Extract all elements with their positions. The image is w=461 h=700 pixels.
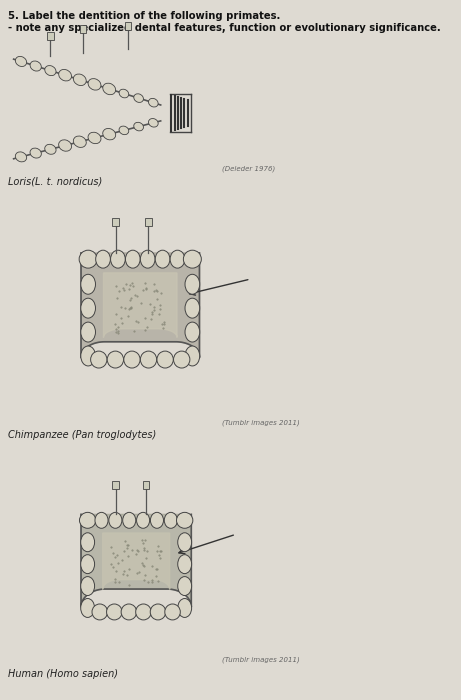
Ellipse shape: [88, 132, 101, 144]
FancyBboxPatch shape: [112, 218, 119, 226]
Ellipse shape: [88, 78, 101, 90]
Polygon shape: [81, 514, 191, 607]
Ellipse shape: [73, 136, 86, 148]
Ellipse shape: [106, 604, 122, 620]
Ellipse shape: [79, 512, 96, 528]
Polygon shape: [103, 533, 170, 589]
Ellipse shape: [92, 604, 107, 620]
Ellipse shape: [81, 598, 95, 617]
Ellipse shape: [81, 533, 95, 552]
Ellipse shape: [81, 274, 95, 294]
Ellipse shape: [103, 129, 116, 140]
Ellipse shape: [170, 250, 185, 268]
Ellipse shape: [107, 351, 124, 368]
Ellipse shape: [103, 83, 116, 94]
Ellipse shape: [109, 512, 122, 528]
Ellipse shape: [79, 250, 97, 268]
FancyBboxPatch shape: [125, 22, 131, 30]
Ellipse shape: [125, 250, 140, 268]
Polygon shape: [81, 253, 200, 358]
Ellipse shape: [148, 99, 158, 107]
Text: Loris(L. t. nordicus): Loris(L. t. nordicus): [8, 176, 102, 187]
Ellipse shape: [185, 346, 200, 366]
Ellipse shape: [148, 118, 158, 127]
Ellipse shape: [157, 351, 173, 368]
Ellipse shape: [81, 322, 95, 342]
Ellipse shape: [185, 322, 200, 342]
Ellipse shape: [111, 250, 125, 268]
Ellipse shape: [136, 604, 151, 620]
Ellipse shape: [81, 554, 95, 573]
Ellipse shape: [164, 512, 177, 528]
Text: (Tumblr images 2011): (Tumblr images 2011): [222, 657, 300, 664]
Ellipse shape: [30, 148, 41, 158]
Ellipse shape: [81, 577, 95, 596]
FancyBboxPatch shape: [145, 218, 152, 226]
Ellipse shape: [30, 61, 41, 71]
Ellipse shape: [134, 122, 143, 131]
Ellipse shape: [59, 140, 71, 151]
Ellipse shape: [140, 250, 155, 268]
Ellipse shape: [150, 604, 166, 620]
FancyBboxPatch shape: [112, 482, 119, 489]
Ellipse shape: [155, 250, 170, 268]
Ellipse shape: [183, 250, 201, 268]
Ellipse shape: [15, 152, 27, 162]
Ellipse shape: [185, 298, 200, 318]
Ellipse shape: [178, 577, 192, 596]
Ellipse shape: [178, 598, 192, 617]
Ellipse shape: [81, 298, 95, 318]
Ellipse shape: [73, 74, 86, 85]
Text: Chimpanzee (Pan troglodytes): Chimpanzee (Pan troglodytes): [8, 430, 156, 440]
Ellipse shape: [81, 346, 95, 366]
Ellipse shape: [165, 604, 180, 620]
Ellipse shape: [59, 69, 71, 81]
Text: - note any specialized dental features, function or evolutionary significance.: - note any specialized dental features, …: [8, 23, 441, 34]
Ellipse shape: [119, 126, 129, 134]
Ellipse shape: [119, 89, 129, 98]
FancyBboxPatch shape: [143, 482, 149, 489]
Ellipse shape: [136, 512, 150, 528]
Polygon shape: [103, 273, 177, 337]
Ellipse shape: [91, 351, 107, 368]
Text: 5. Label the dentition of the following primates.: 5. Label the dentition of the following …: [8, 11, 280, 21]
Ellipse shape: [121, 604, 136, 620]
Ellipse shape: [185, 274, 200, 294]
Ellipse shape: [134, 94, 143, 102]
Ellipse shape: [178, 554, 192, 573]
Ellipse shape: [140, 351, 157, 368]
Ellipse shape: [96, 250, 110, 268]
FancyBboxPatch shape: [47, 32, 53, 40]
Text: (Deleder 1976): (Deleder 1976): [222, 166, 275, 172]
Ellipse shape: [45, 66, 56, 76]
Ellipse shape: [95, 512, 108, 528]
Ellipse shape: [173, 351, 190, 368]
Ellipse shape: [150, 512, 164, 528]
FancyBboxPatch shape: [80, 25, 86, 34]
Ellipse shape: [178, 533, 192, 552]
Text: (Tumblr images 2011): (Tumblr images 2011): [222, 420, 300, 426]
Ellipse shape: [177, 512, 193, 528]
Ellipse shape: [15, 57, 27, 66]
Text: Human (Homo sapien): Human (Homo sapien): [8, 668, 118, 679]
Ellipse shape: [123, 512, 136, 528]
Ellipse shape: [124, 351, 140, 368]
Ellipse shape: [45, 144, 56, 154]
